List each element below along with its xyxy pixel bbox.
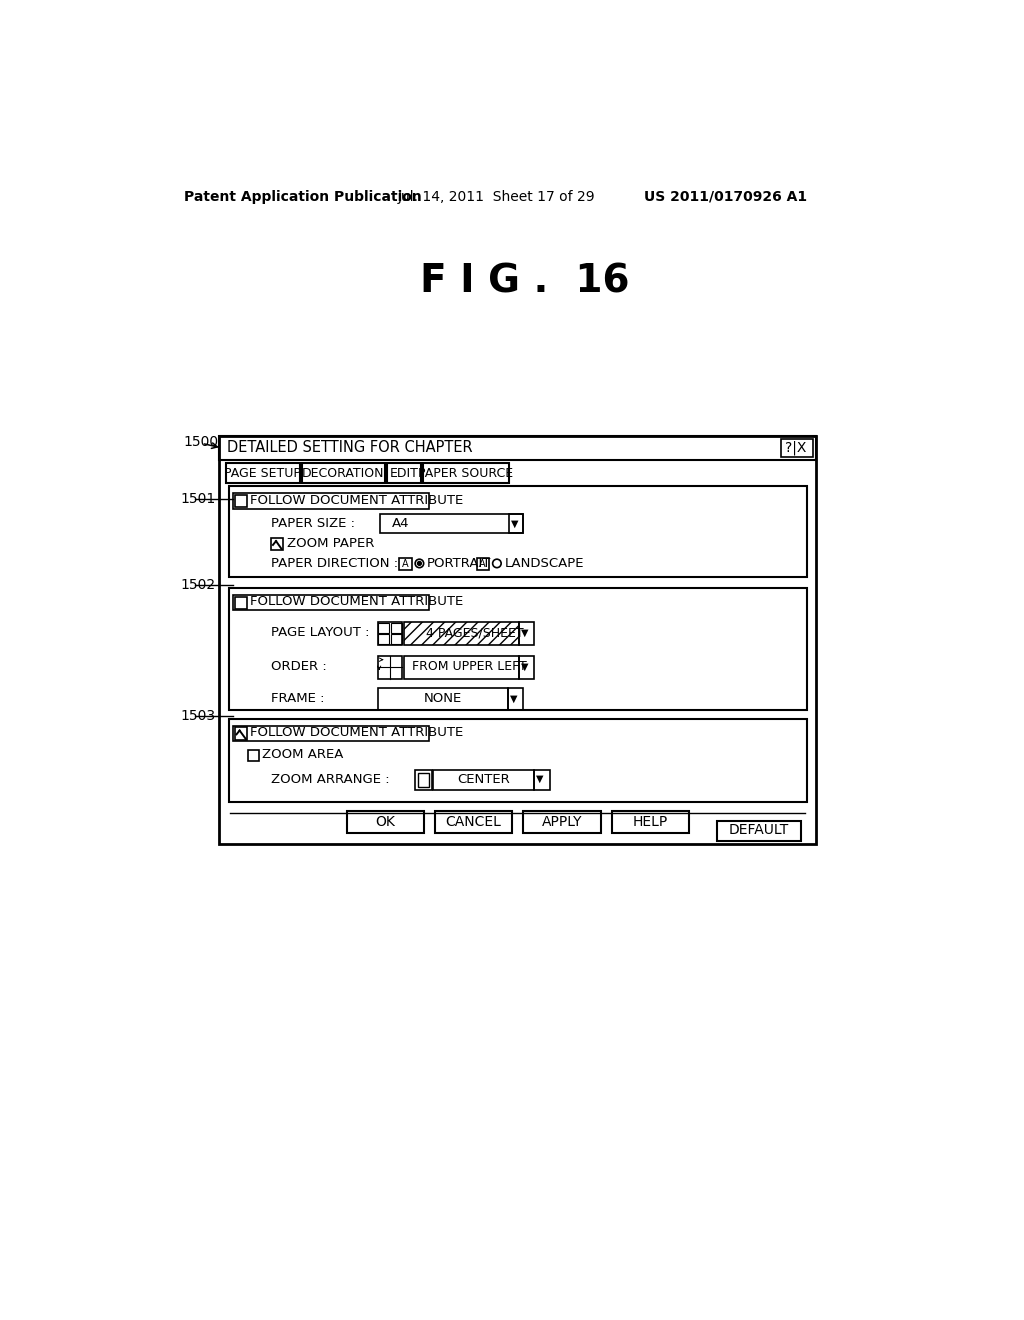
Bar <box>302 463 385 483</box>
Bar <box>433 770 535 789</box>
Text: PORTRAIT: PORTRAIT <box>427 557 492 570</box>
Text: ORDER :: ORDER : <box>271 660 327 673</box>
Text: ▼: ▼ <box>521 661 528 672</box>
Text: FOLLOW DOCUMENT ATTRIBUTE: FOLLOW DOCUMENT ATTRIBUTE <box>251 726 464 739</box>
Text: F I G .  16: F I G . 16 <box>420 263 630 301</box>
Bar <box>611 812 689 833</box>
Bar <box>518 622 535 645</box>
Text: A4: A4 <box>391 517 409 529</box>
Text: FROM UPPER LEFT: FROM UPPER LEFT <box>412 660 526 673</box>
Text: 1500: 1500 <box>183 434 219 449</box>
Text: US 2011/0170926 A1: US 2011/0170926 A1 <box>644 190 807 203</box>
Circle shape <box>418 561 421 565</box>
Text: LANDSCAPE: LANDSCAPE <box>505 557 584 570</box>
Bar <box>228 719 807 803</box>
Bar <box>415 770 432 789</box>
Bar <box>233 595 429 610</box>
Bar <box>234 495 248 507</box>
Bar <box>225 463 300 483</box>
Bar <box>403 622 518 645</box>
Bar <box>248 750 259 760</box>
Text: PAGE SETUP: PAGE SETUP <box>224 467 301 480</box>
Text: 4 PAGES/SHEET: 4 PAGES/SHEET <box>426 626 523 639</box>
Text: 1501: 1501 <box>180 492 216 506</box>
Bar <box>509 515 523 533</box>
Bar <box>717 821 801 841</box>
Bar <box>403 656 518 678</box>
Bar <box>423 463 509 483</box>
Bar <box>228 486 807 577</box>
Bar <box>399 558 412 570</box>
Bar <box>535 770 550 789</box>
Bar <box>391 623 401 632</box>
Text: HELP: HELP <box>633 816 668 829</box>
Bar <box>228 589 807 710</box>
Bar <box>391 635 401 644</box>
Bar <box>378 622 402 645</box>
Text: ▼: ▼ <box>511 519 518 528</box>
Text: FRAME :: FRAME : <box>271 693 325 705</box>
Bar <box>271 539 283 549</box>
Text: PAPER SIZE :: PAPER SIZE : <box>271 517 355 529</box>
Bar <box>234 727 248 739</box>
Text: ZOOM ARRANGE :: ZOOM ARRANGE : <box>271 772 390 785</box>
Text: APPLY: APPLY <box>542 816 583 829</box>
Bar <box>780 438 813 457</box>
Text: ZOOM PAPER: ZOOM PAPER <box>287 537 374 550</box>
Text: CANCEL: CANCEL <box>445 816 502 829</box>
Text: PAGE LAYOUT :: PAGE LAYOUT : <box>271 626 370 639</box>
Text: Jul. 14, 2011  Sheet 17 of 29: Jul. 14, 2011 Sheet 17 of 29 <box>397 190 595 203</box>
Text: 1502: 1502 <box>180 578 216 591</box>
Text: PAPER SOURCE: PAPER SOURCE <box>419 467 513 480</box>
Bar <box>378 623 389 632</box>
Bar <box>233 726 429 742</box>
Text: ▼: ▼ <box>537 774 544 784</box>
Text: EDIT: EDIT <box>389 467 419 480</box>
Text: FOLLOW DOCUMENT ATTRIBUTE: FOLLOW DOCUMENT ATTRIBUTE <box>251 595 464 609</box>
Bar <box>234 597 248 609</box>
Bar <box>233 494 429 508</box>
Bar <box>219 436 816 843</box>
Text: CENTER: CENTER <box>458 772 510 785</box>
Bar <box>387 463 421 483</box>
Bar <box>346 812 424 833</box>
Bar <box>380 515 523 533</box>
Bar <box>435 812 512 833</box>
Text: DEFAULT: DEFAULT <box>729 822 788 837</box>
Text: ▼: ▼ <box>510 694 517 704</box>
Bar <box>508 688 523 710</box>
Text: 1503: 1503 <box>180 709 216 723</box>
Text: PAPER DIRECTION :: PAPER DIRECTION : <box>271 557 398 570</box>
Text: ?|X: ?|X <box>785 441 807 455</box>
Bar <box>523 812 601 833</box>
Text: ▼: ▼ <box>521 628 528 638</box>
Text: Patent Application Publication: Patent Application Publication <box>183 190 422 203</box>
Bar <box>219 436 816 461</box>
Text: ZOOM AREA: ZOOM AREA <box>262 748 343 760</box>
Text: NONE: NONE <box>424 693 462 705</box>
Text: DECORATION: DECORATION <box>302 467 385 480</box>
Bar <box>477 558 489 570</box>
Bar <box>518 656 535 678</box>
Bar <box>378 688 508 710</box>
Bar <box>418 774 429 787</box>
Text: OK: OK <box>376 816 395 829</box>
Bar <box>378 656 402 678</box>
Text: DETAILED SETTING FOR CHAPTER: DETAILED SETTING FOR CHAPTER <box>227 441 473 455</box>
Bar <box>378 635 389 644</box>
Text: FOLLOW DOCUMENT ATTRIBUTE: FOLLOW DOCUMENT ATTRIBUTE <box>251 494 464 507</box>
Text: A: A <box>401 560 409 569</box>
Text: A: A <box>479 560 485 569</box>
